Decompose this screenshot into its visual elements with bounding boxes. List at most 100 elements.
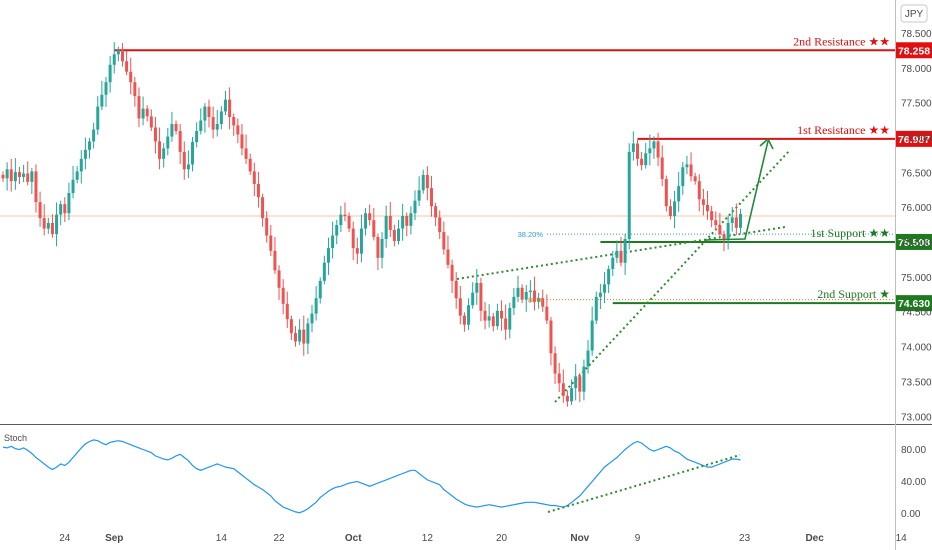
candle (302, 315, 306, 356)
candle (405, 212, 409, 237)
candle-body (454, 280, 458, 299)
candle (42, 204, 46, 236)
candle-body (137, 96, 141, 119)
candle (100, 80, 104, 111)
candle-body (368, 213, 372, 221)
candle (170, 111, 174, 142)
candle (714, 211, 718, 231)
candle (467, 298, 471, 330)
candle-body (306, 323, 310, 344)
candle-body (376, 236, 380, 258)
candle-body (722, 234, 726, 240)
candle (186, 150, 190, 179)
candle (13, 158, 17, 190)
candle-body (380, 239, 384, 258)
candle (141, 96, 145, 126)
candle (195, 122, 199, 148)
candle (298, 319, 302, 345)
candle-body (71, 179, 75, 194)
y-tick-label: 75.500 (901, 238, 932, 249)
candle-body (261, 197, 265, 219)
candle (512, 288, 516, 315)
candle-body (627, 151, 631, 240)
candle (738, 208, 742, 234)
candle-body (401, 216, 405, 229)
candle (294, 326, 298, 347)
candle-body (277, 270, 281, 288)
candle (553, 346, 557, 384)
candle (38, 191, 42, 227)
candle (285, 291, 289, 328)
candle-body (83, 149, 87, 159)
candle (545, 294, 549, 325)
candle-body (359, 228, 363, 254)
candle-body (166, 136, 170, 149)
level-price-badge: 74.630 (896, 295, 932, 312)
candle (718, 212, 722, 238)
y-tick-label: 73.500 (901, 377, 932, 388)
candle-body (314, 298, 318, 314)
candle (520, 284, 524, 304)
candle (603, 272, 607, 304)
candle-body (223, 99, 227, 112)
candle-body (63, 204, 67, 214)
candle (458, 286, 462, 325)
candle-body (726, 222, 730, 240)
candle (166, 127, 170, 156)
candle-body (219, 111, 223, 125)
candle (483, 302, 487, 330)
candle-body (549, 320, 553, 354)
candle (462, 312, 466, 332)
candle (104, 76, 108, 107)
candle (710, 205, 714, 228)
currency-badge[interactable]: JPY (900, 4, 928, 23)
candle (656, 132, 660, 167)
candle (22, 164, 26, 183)
candle-body (413, 200, 417, 214)
stoch-tick-label: 0.00 (901, 509, 921, 520)
x-tick-label: 14 (896, 533, 908, 544)
candle (549, 317, 553, 366)
candle (388, 202, 392, 237)
candle (277, 265, 281, 301)
candle (355, 237, 359, 265)
candle-body (17, 172, 21, 177)
candle (706, 190, 710, 220)
candle (722, 230, 726, 252)
candle (380, 232, 384, 269)
candle (582, 359, 586, 401)
y-tick-label: 74.000 (901, 343, 932, 354)
candle-body (67, 193, 71, 214)
stochastic-pane (2, 439, 741, 514)
candle (471, 282, 475, 309)
candle-body (141, 108, 145, 119)
candle (438, 210, 442, 240)
candle (598, 283, 602, 310)
candle (326, 237, 330, 275)
candle-body (88, 141, 92, 150)
candle-body (685, 164, 689, 168)
candle (137, 87, 141, 128)
candle-body (714, 220, 718, 226)
candle (504, 304, 508, 341)
candle (145, 105, 149, 122)
candle (30, 167, 34, 195)
candle-body (397, 228, 401, 242)
candle (397, 219, 401, 245)
candle-body (347, 216, 351, 229)
stoch-label: Stoch (4, 433, 27, 443)
level-badge-bg (896, 233, 932, 250)
candle-body (409, 213, 413, 226)
candle-body (532, 290, 536, 302)
candle (17, 166, 21, 184)
candle-body (273, 250, 277, 271)
candle-body (170, 124, 174, 137)
candle-body (417, 190, 421, 201)
candle-body (281, 287, 285, 304)
candle-body (50, 222, 54, 235)
candle-body (79, 158, 83, 172)
candle-body (339, 214, 343, 226)
candle-body (697, 181, 701, 200)
x-tick-label: Sep (105, 533, 123, 544)
